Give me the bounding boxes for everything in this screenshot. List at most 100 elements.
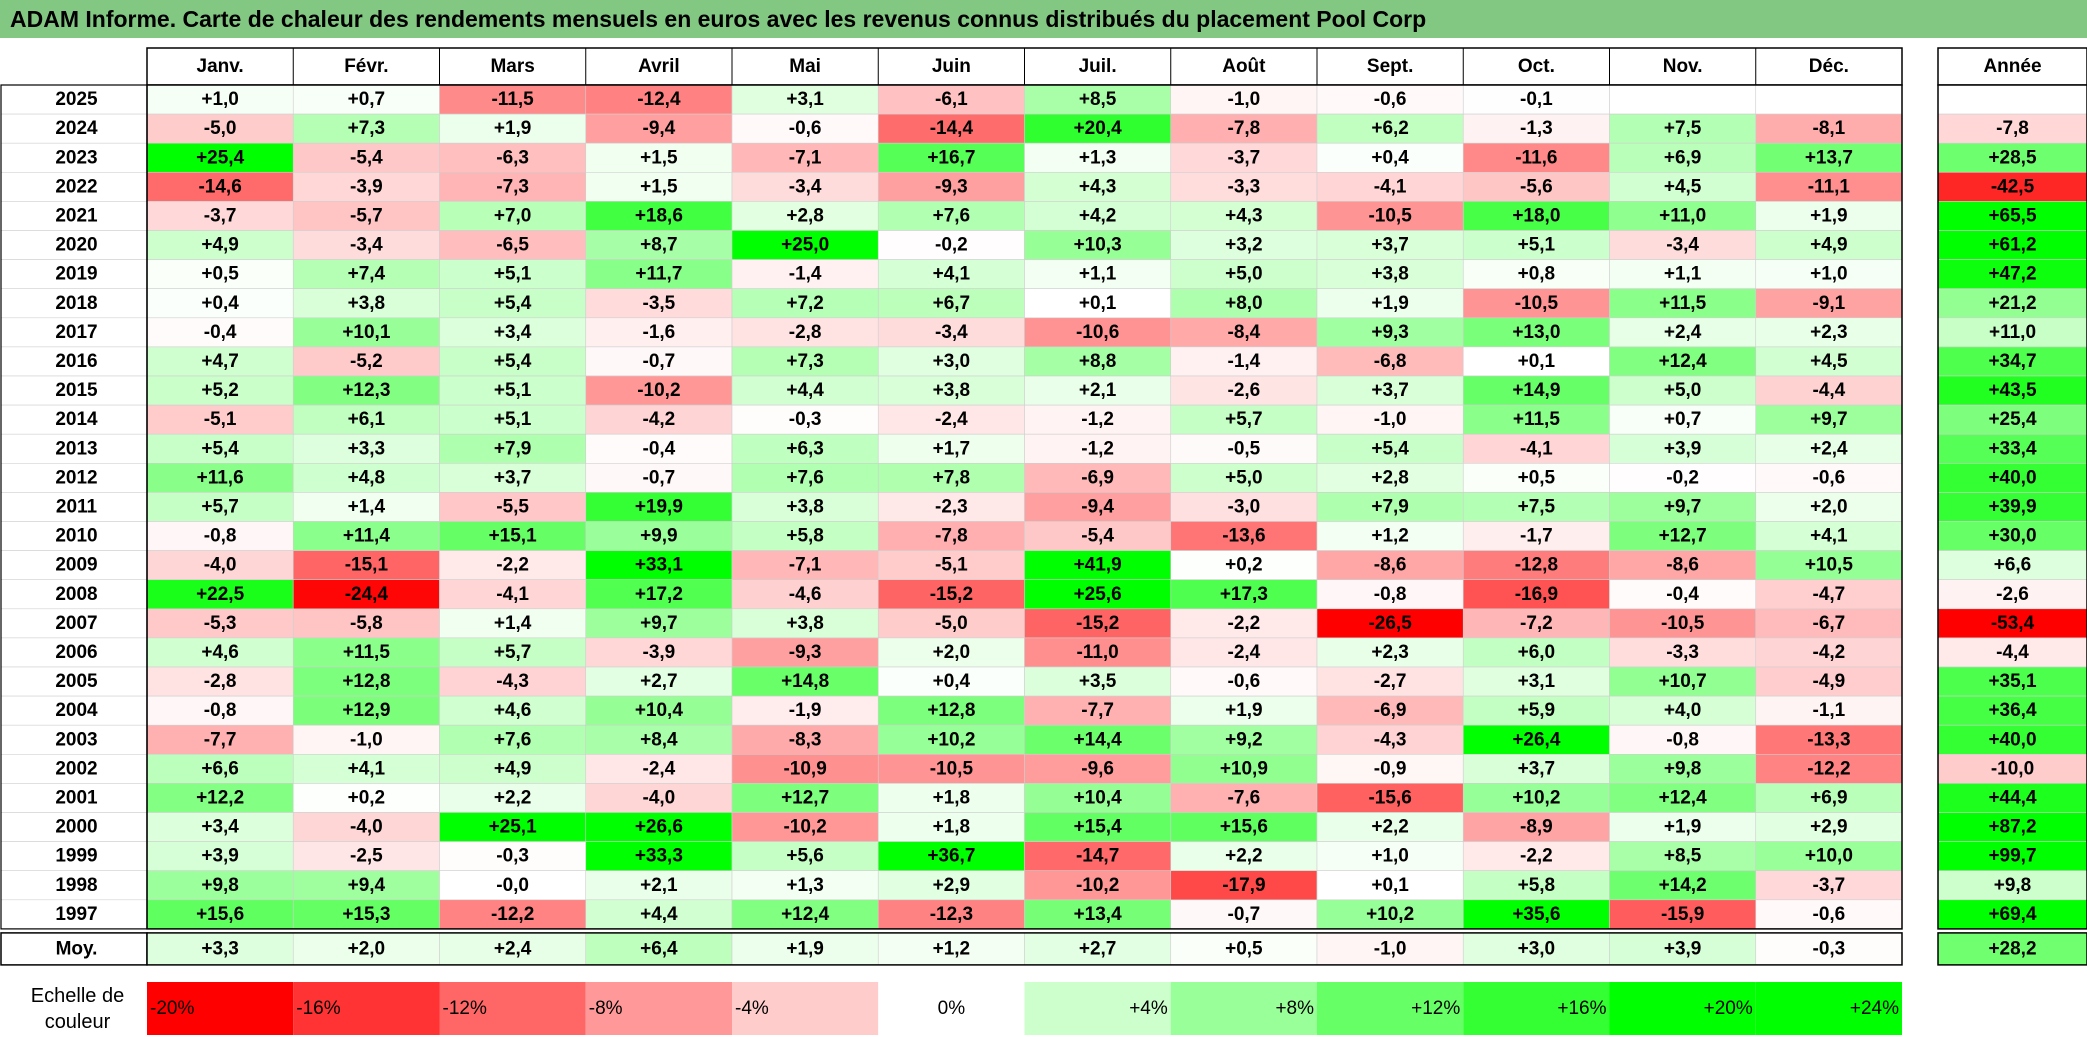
avg-cell [585,932,733,966]
avg-annual-cell [1937,932,2087,966]
annual-value: +25,4 [1988,409,2037,430]
cell-value: -1,4 [1228,351,1261,372]
cell-value: -11,0 [1076,642,1118,663]
year-label-cell [0,259,148,290]
cell-value: -3,0 [1228,496,1261,517]
cell-value: -3,7 [1813,875,1846,896]
heat-cell [1755,550,1903,580]
month-header-3: Mars [490,56,534,77]
avg-value: +0,5 [1225,938,1263,959]
heat-cell [585,346,733,377]
cell-value: +20,4 [1074,118,1123,139]
cell-value: -1,0 [1228,89,1261,110]
cell-value: -8,6 [1666,555,1699,576]
heat-cell [1170,346,1318,377]
heat-cell [585,404,733,435]
heat-cell [1316,724,1464,755]
cell-value: +10,5 [1805,555,1854,576]
cell-value: -3,9 [643,642,676,663]
monthly-grid-frame [146,84,1903,930]
heat-cell [439,433,587,464]
heat-cell [146,870,294,901]
heat-cell [731,317,879,348]
cell-value: +6,9 [1664,147,1702,168]
heat-cell [292,521,440,551]
cell-value: +17,3 [1220,584,1268,605]
cell-value: +0,1 [1371,875,1409,896]
cell-value: +11,6 [197,467,244,488]
cell-value: -4,7 [1813,584,1846,605]
heat-cell [292,870,440,901]
cell-value: -5,7 [350,205,383,226]
year-label-2016: 2016 [55,351,97,372]
year-label-cell [0,812,148,842]
year-label-2022: 2022 [55,176,97,197]
avg-value: +1,9 [786,938,824,959]
heat-cell [1316,317,1464,348]
heat-cell [439,142,587,173]
cell-value: +5,1 [494,264,532,285]
cell-value: -4,2 [643,409,676,430]
heat-cell [146,317,294,348]
annual-value: +99,7 [1988,846,2036,867]
heat-cell [1462,404,1610,435]
cell-value: +5,8 [1518,875,1556,896]
heat-cell [1755,288,1903,319]
cell-value: +0,2 [348,787,386,808]
cell-value: +1,8 [933,787,971,808]
cell-value: -6,7 [1813,613,1846,634]
cell-value: +33,3 [635,846,683,867]
cell-value: -6,9 [1374,700,1407,721]
heat-cell [439,521,587,551]
cell-value: +19,9 [635,496,683,517]
heat-cell [1609,201,1757,231]
cell-value: +4,3 [1225,205,1263,226]
cell-value: +25,1 [489,817,538,838]
scale-label: +16% [1557,998,1606,1019]
cell-value: +3,8 [1371,264,1409,285]
heat-cell [1609,346,1757,377]
cell-value: -16,9 [1515,584,1558,605]
cell-value: -4,1 [496,584,529,605]
avg-value: +6,4 [640,938,678,959]
cell-value: +3,1 [1518,671,1556,692]
heat-cell [1170,550,1318,580]
cell-value: +4,3 [1079,176,1117,197]
heat-cell [1170,317,1318,348]
cell-value: +1,9 [494,118,532,139]
heat-cell [292,346,440,377]
scale-swatch [293,982,440,1035]
heat-cell [877,521,1025,551]
heat-cell [439,84,587,115]
cell-value: +2,1 [640,875,678,896]
cell-value: +7,6 [494,729,532,750]
cell-value: +1,8 [933,817,971,838]
cell-value: -2,6 [1228,380,1261,401]
year-label-2004: 2004 [55,700,98,721]
cell-value: -5,0 [935,613,968,634]
year-label-cell [0,346,148,377]
annual-cell [1937,259,2087,290]
cell-value: +1,0 [1371,846,1409,867]
heat-cell [1316,492,1464,522]
heat-cell [292,288,440,319]
scale-swatch [732,982,879,1035]
heat-cell [1316,608,1464,639]
heat-cell [1170,666,1318,697]
heat-cell [1316,375,1464,406]
cell-value: +12,4 [1659,351,1708,372]
heat-cell [1462,812,1610,842]
heat-cell [877,346,1025,377]
month-header-4: Avril [638,56,680,77]
heat-cell [439,404,587,435]
cell-value: -10,5 [1661,613,1705,634]
heat-cell [1462,637,1610,668]
heat-cell [585,259,733,290]
annual-value: +44,4 [1988,787,2037,808]
heat-cell [877,375,1025,406]
heat-cell [1462,579,1610,610]
cell-value: +2,2 [1225,846,1263,867]
avg-cell [1316,932,1464,966]
heat-cell [146,841,294,871]
heat-cell [292,812,440,842]
